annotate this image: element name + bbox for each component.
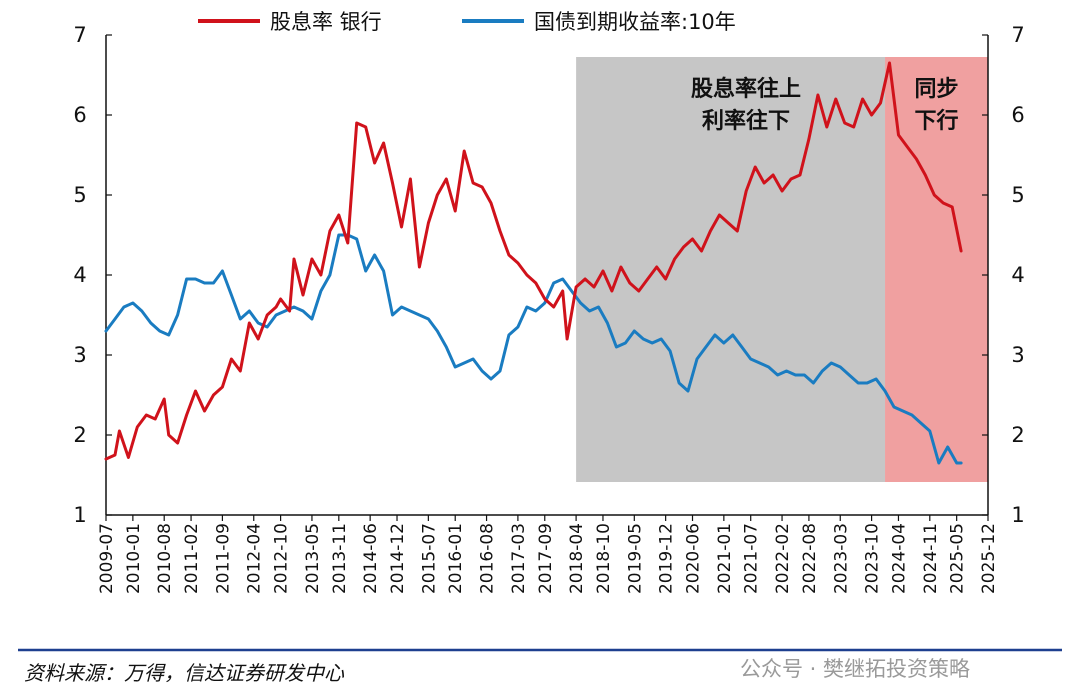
x-tick-label: 2010-01	[124, 523, 144, 594]
x-tick-label: 2019-05	[625, 523, 645, 594]
x-tick-label: 2014-12	[388, 523, 408, 594]
x-tick-label: 2025-05	[948, 523, 968, 594]
x-tick-label: 2022-02	[773, 523, 793, 594]
y-tick-right-label: 5	[1011, 183, 1024, 207]
y-tick-right-label: 2	[1011, 423, 1024, 447]
x-tick-label: 2024-11	[921, 523, 941, 594]
series-line-1	[104, 61, 963, 461]
region-2-label-line-2: 下行	[915, 108, 959, 134]
y-tick-right-label: 3	[1011, 343, 1024, 367]
x-tick-label: 2011-02	[182, 523, 202, 594]
x-tick-label: 2021-07	[742, 523, 762, 594]
x-tick-label: 2009-07	[97, 523, 117, 594]
y-tick-left-label: 3	[73, 343, 86, 367]
x-tick-label: 2012-04	[245, 523, 265, 594]
watermark: 公众号 · 樊继拓投资策略	[740, 657, 970, 681]
x-tick-label: 2016-08	[478, 523, 498, 594]
x-tick-label: 2017-09	[536, 523, 556, 594]
y-tick-left-label: 2	[73, 423, 86, 447]
x-tick-label: 2016-01	[446, 523, 466, 594]
y-tick-right-label: 4	[1011, 263, 1024, 287]
x-tick-label: 2022-08	[800, 523, 820, 594]
x-tick-label: 2018-10	[594, 523, 614, 594]
shaded-regions	[576, 57, 988, 482]
y-tick-right-label: 6	[1011, 103, 1024, 127]
legend: 股息率 银行 国债到期收益率:10年	[198, 10, 736, 34]
region-1-label-line-1: 股息率往上	[691, 76, 801, 102]
region-1	[576, 57, 886, 482]
x-tick-label: 2014-06	[361, 523, 381, 594]
x-tick-label: 2020-06	[684, 523, 704, 594]
x-tick-label: 2011-09	[213, 523, 233, 594]
x-tick-label: 2018-04	[567, 523, 587, 594]
x-tick-label: 2010-08	[155, 523, 175, 594]
x-tick-label: 2015-07	[419, 523, 439, 594]
x-tick-label: 2023-03	[831, 523, 851, 594]
region-1-label-line-2: 利率往下	[702, 108, 790, 134]
y-tick-left-label: 5	[73, 183, 86, 207]
legend-label-2: 国债到期收益率:10年	[534, 10, 736, 34]
y-tick-left-label: 1	[73, 503, 86, 527]
source-note: 资料来源：万得，信达证券研发中心	[24, 661, 345, 685]
y-tick-right-label: 1	[1011, 503, 1024, 527]
x-tick-label: 2013-05	[303, 523, 323, 594]
x-tick-label: 2017-03	[509, 523, 529, 594]
x-tick-label: 2024-04	[889, 523, 909, 594]
series-lines	[104, 61, 963, 465]
x-tick-label: 2025-12	[979, 523, 999, 594]
y-tick-left-label: 4	[73, 263, 86, 287]
x-tick-label: 2013-11	[330, 523, 350, 594]
y-tick-left-label: 6	[73, 103, 86, 127]
series-line-2	[104, 233, 963, 465]
x-tick-label: 2021-01	[715, 523, 735, 594]
region-2-label-line-1: 同步	[915, 76, 959, 102]
axes: 7 6 5 4 3 2 1 7 6 5 4 3 2 1 2009-07 2010-01 2010-08 2011-…	[73, 23, 1024, 594]
x-tick-label: 2012-10	[272, 523, 292, 594]
y-tick-right-label: 7	[1011, 23, 1024, 47]
legend-label-1: 股息率 银行	[270, 10, 382, 34]
x-tick-label: 2023-10	[863, 523, 883, 594]
y-tick-left-label: 7	[73, 23, 86, 47]
x-tick-label: 2019-12	[657, 523, 677, 594]
